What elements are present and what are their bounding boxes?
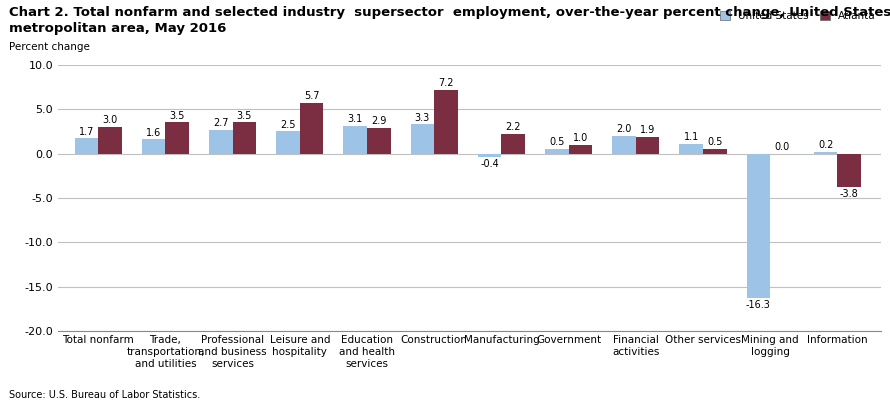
Text: 1.0: 1.0 xyxy=(573,133,588,143)
Text: 3.1: 3.1 xyxy=(348,114,363,124)
Text: Percent change: Percent change xyxy=(9,42,90,53)
Text: -3.8: -3.8 xyxy=(840,189,859,199)
Text: 3.5: 3.5 xyxy=(237,111,252,121)
Bar xyxy=(410,124,434,154)
Text: 1.9: 1.9 xyxy=(640,125,655,135)
Bar xyxy=(501,134,525,154)
Legend: United States, Atlanta: United States, Atlanta xyxy=(720,11,876,21)
Text: 2.5: 2.5 xyxy=(280,120,295,130)
Text: 2.7: 2.7 xyxy=(213,118,229,128)
Bar xyxy=(569,145,592,154)
Bar xyxy=(166,122,189,154)
Text: 0.0: 0.0 xyxy=(774,142,789,152)
Bar xyxy=(300,103,323,154)
Text: -16.3: -16.3 xyxy=(746,300,771,310)
Text: 2.9: 2.9 xyxy=(371,116,386,126)
Text: 2.0: 2.0 xyxy=(617,124,632,134)
Text: 0.2: 0.2 xyxy=(818,140,833,150)
Text: 5.7: 5.7 xyxy=(303,91,320,101)
Bar xyxy=(747,154,770,299)
Text: 0.5: 0.5 xyxy=(707,137,723,147)
Text: 1.7: 1.7 xyxy=(78,127,94,137)
Text: 3.0: 3.0 xyxy=(102,115,117,125)
Text: 2.2: 2.2 xyxy=(506,122,521,133)
Text: -0.4: -0.4 xyxy=(481,159,499,169)
Bar xyxy=(478,154,501,157)
Text: 3.3: 3.3 xyxy=(415,113,430,122)
Text: Chart 2. Total nonfarm and selected industry  supersector  employment, over-the-: Chart 2. Total nonfarm and selected indu… xyxy=(9,6,890,19)
Bar xyxy=(813,152,837,154)
Bar xyxy=(837,154,861,187)
Bar xyxy=(367,128,391,154)
Bar xyxy=(635,137,659,154)
Bar xyxy=(434,90,457,154)
Bar xyxy=(98,127,122,154)
Bar xyxy=(142,139,166,154)
Text: 7.2: 7.2 xyxy=(438,78,454,88)
Bar xyxy=(75,139,98,154)
Text: 3.5: 3.5 xyxy=(169,111,185,121)
Bar xyxy=(703,149,726,154)
Bar xyxy=(679,144,703,154)
Text: 0.5: 0.5 xyxy=(549,137,564,147)
Text: 1.1: 1.1 xyxy=(684,132,699,142)
Bar xyxy=(344,126,367,154)
Bar xyxy=(612,136,635,154)
Text: metropolitan area, May 2016: metropolitan area, May 2016 xyxy=(9,22,226,35)
Bar xyxy=(545,149,569,154)
Text: 1.6: 1.6 xyxy=(146,128,161,138)
Bar xyxy=(232,122,256,154)
Text: Source: U.S. Bureau of Labor Statistics.: Source: U.S. Bureau of Labor Statistics. xyxy=(9,390,200,400)
Bar xyxy=(276,131,300,154)
Bar xyxy=(209,130,232,154)
